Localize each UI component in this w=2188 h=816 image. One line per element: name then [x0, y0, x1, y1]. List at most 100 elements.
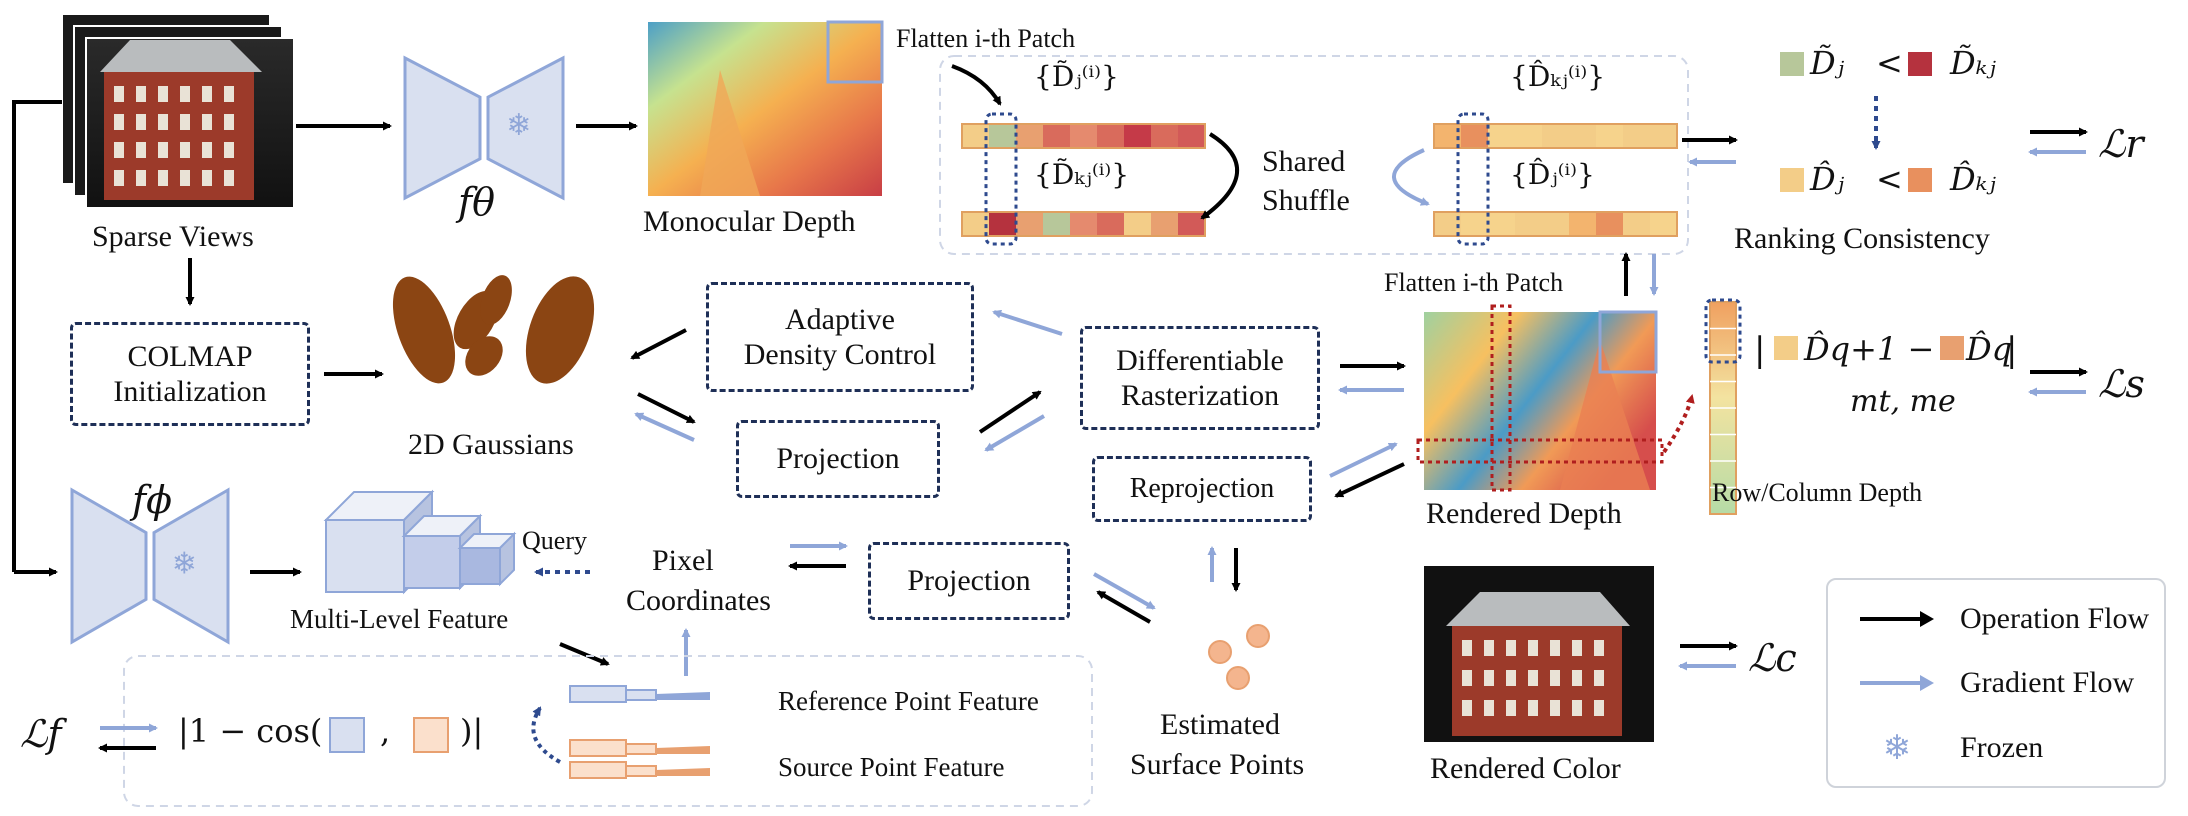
differentiable-rasterization-box: Differentiable Rasterization — [1080, 326, 1320, 430]
strip-dj-cell — [1070, 124, 1097, 148]
rendered-color-window — [1506, 640, 1516, 656]
encoder-f-phi-right — [152, 487, 230, 645]
gaussian-blob-4 — [525, 276, 595, 384]
rendered-color-window — [1572, 640, 1582, 656]
projection-top-text: Projection — [776, 442, 900, 476]
ranking-consistency-label: Ranking Consistency — [1734, 222, 1990, 255]
strip-dj-cell — [1124, 124, 1151, 148]
source-feature-bar-a — [569, 739, 627, 757]
sparse-view-window — [158, 142, 168, 158]
sparse-view-window — [224, 86, 234, 102]
strip-hat-dj-cell — [1461, 212, 1488, 236]
sparse-view-window — [202, 114, 212, 130]
rendered-depth-label: Rendered Depth — [1426, 497, 1622, 530]
rendered-color-window — [1550, 670, 1560, 686]
strip-hat-dj-cell — [1542, 212, 1569, 236]
strip-dkj-cell — [1151, 212, 1178, 236]
strip-hat-dj-cell — [1650, 212, 1677, 236]
row-highlight-horizontal — [1416, 438, 1664, 464]
sparse-view-window — [202, 170, 212, 186]
sparse-view-window — [180, 142, 190, 158]
rendered-color-window — [1572, 700, 1582, 716]
sparse-view-window — [180, 114, 190, 130]
ranking-container — [939, 55, 1689, 255]
strip-dkj-cell — [1070, 212, 1097, 236]
rendered-color-window — [1594, 640, 1604, 656]
smooth-right-term: D̂q — [1966, 330, 2013, 368]
sparse-view-window — [114, 114, 124, 130]
sparse-view-window — [158, 170, 168, 186]
sparse-view-window — [114, 142, 124, 158]
pixel-coordinates-label-1: Pixel — [652, 544, 714, 577]
strip-highlight-right — [1456, 112, 1490, 246]
legend-frozen-text: Frozen — [1960, 731, 2044, 764]
rendered-color-window — [1462, 670, 1472, 686]
strip-hat-dkj-cell — [1623, 124, 1650, 148]
multi-level-feature-label: Multi-Level Feature — [290, 604, 509, 634]
sparse-views-label: Sparse Views — [92, 220, 254, 253]
strip-dj-cell — [1016, 124, 1043, 148]
encoder-f-phi-snowflake-icon: ❄ — [172, 547, 197, 582]
smooth-bar-left: | — [1754, 330, 1766, 370]
reproj-to-depth-arrow — [1329, 442, 1398, 478]
feature-cube-large-front — [325, 519, 405, 593]
strip-dj-cell — [1151, 124, 1178, 148]
projection-bottom-text: Projection — [907, 564, 1031, 598]
sparse-view-window — [202, 142, 212, 158]
encoder-f-phi-left — [70, 487, 148, 645]
rendered-color-label: Rendered Color — [1430, 752, 1621, 785]
strip-hat-dkj-cell — [1569, 124, 1596, 148]
gaussians-label: 2D Gaussians — [408, 428, 574, 461]
gaussian-blob-2 — [480, 275, 512, 325]
reference-feature-bar-a — [569, 685, 627, 703]
strip-dj-cell — [1178, 124, 1205, 148]
surface-point-0 — [1208, 640, 1232, 664]
rank-swatch-3 — [1780, 168, 1804, 192]
gaussians-to-projection-arrow — [637, 392, 696, 424]
rendered-color-window — [1484, 670, 1494, 686]
rank-swatch-2 — [1908, 52, 1932, 76]
sparse-feedback-line — [12, 100, 62, 572]
strip-dj-cell — [1043, 124, 1070, 148]
legend-operation-text: Operation Flow — [1960, 602, 2150, 635]
feature-cube-medium-front — [403, 535, 461, 589]
sparse-view-window — [158, 86, 168, 102]
f-theta-label: fθ — [458, 180, 495, 224]
rendered-color-window — [1462, 640, 1472, 656]
strip-hat-dj-cell — [1569, 212, 1596, 236]
reference-point-feature-label: Reference Point Feature — [778, 686, 1039, 716]
rendered-color-window — [1506, 670, 1516, 686]
rendered-color-window — [1594, 670, 1604, 686]
source-feature-bar-2-a — [569, 761, 627, 779]
monocular-depth-label: Monocular Depth — [643, 205, 856, 238]
strip-hat-dkj-cell — [1542, 124, 1569, 148]
adc-line-2: Density Control — [743, 338, 937, 371]
source-feature-bar-b — [625, 743, 657, 755]
rendered-color-window — [1528, 670, 1538, 686]
rendered-color-window — [1484, 640, 1494, 656]
strip-hat-dj-cell — [1623, 212, 1650, 236]
colmap-line-1: COLMAP — [127, 339, 253, 373]
shared-shuffle-label-1: Shared — [1262, 145, 1346, 178]
estimated-surface-points-label-2: Surface Points — [1130, 748, 1305, 781]
projection-box-bottom: Projection — [868, 542, 1070, 620]
encoder-f-theta-snowflake-icon: ❄ — [506, 108, 531, 143]
rendered-depth-tower — [1560, 340, 1650, 490]
strip-hat-dkj-cell — [1650, 124, 1677, 148]
sparse-view-window — [114, 86, 124, 102]
rendered-color-window — [1506, 700, 1516, 716]
shared-shuffle-label-2: Shuffle — [1262, 184, 1350, 217]
legend: Operation Flow Gradient Flow ❄ Frozen — [1826, 578, 2166, 788]
query-label: Query — [522, 526, 587, 555]
source-feature-bar-c — [656, 746, 710, 754]
colmap-initialization-box: COLMAP Initialization — [70, 322, 310, 426]
row-column-depth-label: Row/Column Depth — [1712, 478, 1923, 507]
adc-to-gaussians-arrow — [630, 328, 687, 360]
cos-src-swatch — [413, 717, 449, 753]
colmap-line-2: Initialization — [113, 375, 267, 408]
loss-ranking: ℒr — [2098, 122, 2144, 166]
column-highlight — [1704, 298, 1742, 364]
feature-loss-open: |1 − cos( — [178, 712, 323, 750]
strip-hat-dkj-cell — [1515, 124, 1542, 148]
rendered-color-window — [1550, 700, 1560, 716]
